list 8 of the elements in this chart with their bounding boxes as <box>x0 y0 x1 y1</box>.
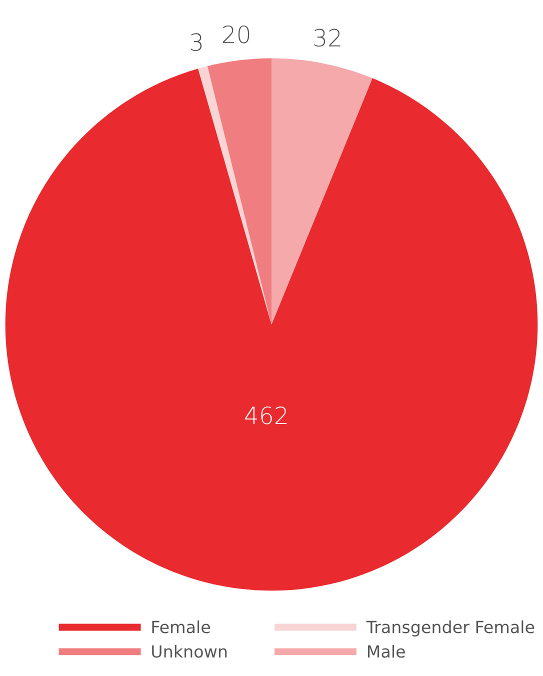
legend-label: Female <box>152 620 210 634</box>
legend-label: Unknown <box>152 644 227 658</box>
legend-label: Transgender Female <box>366 620 534 637</box>
data-label: 20 <box>222 25 250 44</box>
data-label: 32 <box>314 28 340 47</box>
data-label: 3 <box>190 33 202 52</box>
legend-label: Male <box>368 644 405 658</box>
data-label: 462 <box>245 406 287 424</box>
